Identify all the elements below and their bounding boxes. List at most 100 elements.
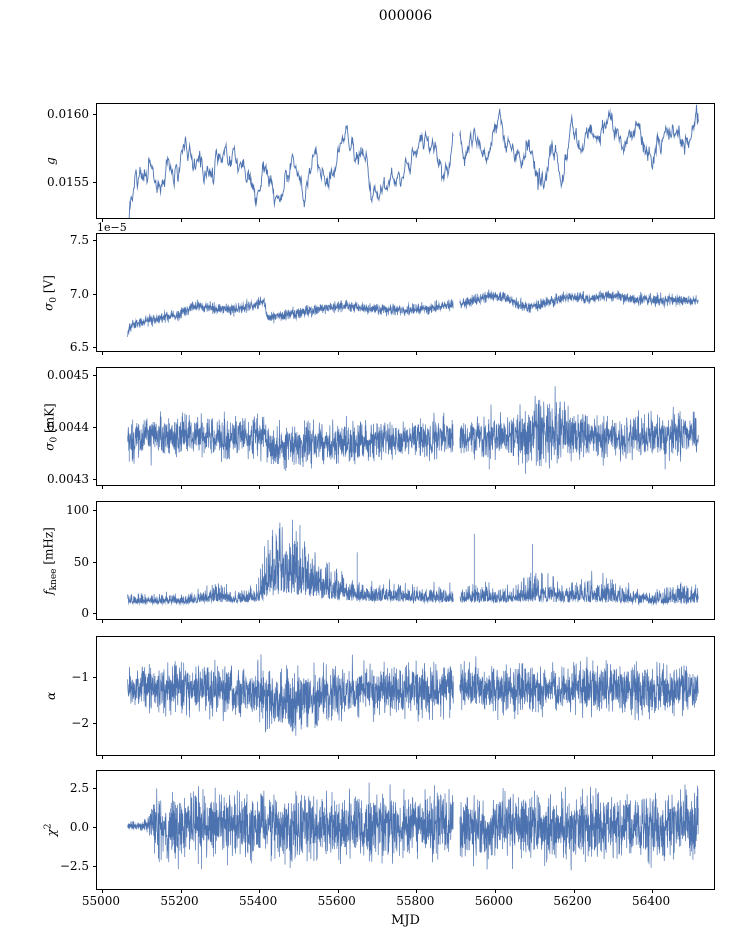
y-tick bbox=[93, 677, 97, 679]
x-tick bbox=[416, 889, 418, 893]
x-tick bbox=[337, 351, 339, 355]
y-tick-label: 0.0155 bbox=[47, 174, 89, 189]
x-tick bbox=[416, 485, 418, 489]
x-tick bbox=[101, 619, 103, 623]
plot-canvas-alpha bbox=[97, 637, 714, 755]
x-tick-label: 55000 bbox=[81, 894, 121, 908]
x-tick bbox=[259, 889, 261, 893]
x-tick bbox=[573, 889, 575, 893]
x-tick bbox=[259, 351, 261, 355]
plot-canvas-sigma0-mk bbox=[97, 368, 714, 485]
x-tick-label: 55800 bbox=[396, 894, 435, 908]
y-tick-label: 0 bbox=[81, 605, 89, 620]
y-tick bbox=[93, 510, 97, 512]
x-tick bbox=[101, 218, 103, 222]
x-tick bbox=[573, 619, 575, 623]
x-tick bbox=[337, 485, 339, 489]
y-tick-label: 2.5 bbox=[69, 780, 89, 795]
y-tick-label: 0.0044 bbox=[47, 420, 89, 435]
x-tick-label: 56000 bbox=[474, 894, 514, 908]
x-tick bbox=[494, 218, 496, 222]
y-tick-label: 0.0160 bbox=[47, 107, 89, 122]
y-tick-label: 7.0 bbox=[69, 286, 89, 301]
y-tick bbox=[93, 479, 97, 481]
x-tick bbox=[652, 755, 654, 759]
x-tick bbox=[416, 619, 418, 623]
y-tick bbox=[93, 375, 97, 377]
x-tick bbox=[416, 218, 418, 222]
subplot-sigma0-v: σ0 [V] 1e−5 6.5 7.0 7.5 bbox=[42, 222, 715, 355]
y-axis-label-chi2: χ2 bbox=[43, 823, 59, 837]
subplot-chi2: χ2 −2.5 0.0 2.5 bbox=[44, 770, 715, 893]
x-tick bbox=[259, 485, 261, 489]
plot-canvas-g bbox=[97, 104, 714, 218]
x-tick bbox=[573, 351, 575, 355]
y-tick-label: 0.0045 bbox=[47, 368, 89, 383]
plot-canvas-sigma0-v bbox=[97, 234, 714, 351]
x-tick bbox=[494, 485, 496, 489]
axis-offset-text: 1e−5 bbox=[97, 221, 127, 234]
y-tick bbox=[93, 787, 97, 789]
x-tick bbox=[652, 351, 654, 355]
y-tick bbox=[93, 723, 97, 725]
x-tick-label: 56400 bbox=[632, 894, 671, 908]
x-tick bbox=[494, 889, 496, 893]
x-tick bbox=[652, 485, 654, 489]
y-axis-label-fknee: fknee [mHz] bbox=[41, 526, 60, 595]
y-tick bbox=[93, 346, 97, 348]
x-tick bbox=[180, 351, 182, 355]
x-tick bbox=[180, 889, 182, 893]
x-tick bbox=[416, 351, 418, 355]
y-axis-label-g: g bbox=[44, 157, 58, 165]
x-tick bbox=[494, 619, 496, 623]
x-tick bbox=[101, 755, 103, 759]
x-tick bbox=[337, 218, 339, 222]
y-tick-label: 0.0043 bbox=[47, 472, 89, 487]
x-tick bbox=[337, 755, 339, 759]
subplot-g: g 0.0155 0.0160 bbox=[44, 103, 715, 222]
y-tick-label: 100 bbox=[66, 503, 89, 518]
y-tick-label: −2 bbox=[71, 716, 89, 731]
x-tick bbox=[416, 755, 418, 759]
x-tick bbox=[101, 351, 103, 355]
figure-title: 000006 bbox=[378, 8, 433, 24]
plot-canvas-chi2 bbox=[97, 771, 714, 889]
x-tick bbox=[652, 889, 654, 893]
x-tick bbox=[180, 485, 182, 489]
y-tick-label: 0.0 bbox=[69, 820, 89, 835]
y-tick bbox=[93, 427, 97, 429]
x-tick bbox=[494, 351, 496, 355]
y-tick bbox=[93, 561, 97, 563]
x-tick bbox=[180, 755, 182, 759]
y-axis-label-sigma0-v: σ0 [V] bbox=[41, 274, 60, 311]
x-tick bbox=[337, 889, 339, 893]
x-tick bbox=[337, 619, 339, 623]
subplot-fknee: fknee [mHz] 0 50 100 bbox=[42, 501, 715, 623]
x-tick bbox=[101, 485, 103, 489]
x-tick bbox=[259, 619, 261, 623]
y-tick-label: −2.5 bbox=[59, 859, 89, 874]
y-tick-label: 6.5 bbox=[69, 339, 89, 354]
y-tick bbox=[93, 240, 97, 242]
subplot-alpha: α −2 −1 bbox=[44, 636, 715, 759]
x-tick bbox=[259, 218, 261, 222]
subplot-sigma0-mk: σ0 [mK] 0.0043 0.0044 0.0045 bbox=[42, 367, 715, 489]
x-tick bbox=[573, 485, 575, 489]
x-tick-label: 55600 bbox=[317, 894, 356, 908]
y-tick-label: 50 bbox=[73, 554, 89, 569]
y-tick bbox=[93, 866, 97, 868]
y-tick bbox=[93, 181, 97, 183]
x-tick bbox=[101, 889, 103, 893]
y-tick bbox=[93, 827, 97, 829]
x-tick bbox=[652, 619, 654, 623]
y-tick-label: 7.5 bbox=[69, 233, 89, 248]
x-tick bbox=[652, 218, 654, 222]
x-tick bbox=[180, 619, 182, 623]
y-tick-label: −1 bbox=[71, 670, 89, 685]
y-tick bbox=[93, 114, 97, 116]
x-tick bbox=[573, 218, 575, 222]
y-axis-label-alpha: α bbox=[44, 691, 58, 701]
y-tick bbox=[93, 612, 97, 614]
x-tick bbox=[573, 755, 575, 759]
